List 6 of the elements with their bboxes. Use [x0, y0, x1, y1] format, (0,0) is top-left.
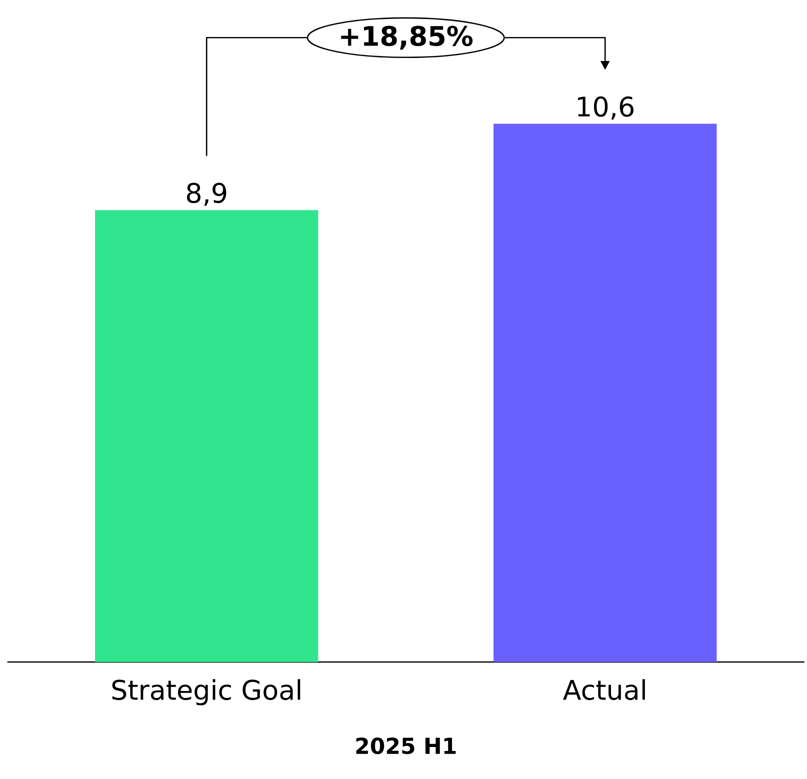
x-tick-label: Actual: [563, 679, 645, 700]
data-label: 10,6: [578, 96, 634, 120]
data-label: 8,9: [186, 182, 226, 206]
x-tick-label: Strategic Goal: [112, 679, 300, 706]
x-axis-title: 2025 H1: [356, 738, 456, 754]
text: +18,85%: [341, 26, 473, 50]
